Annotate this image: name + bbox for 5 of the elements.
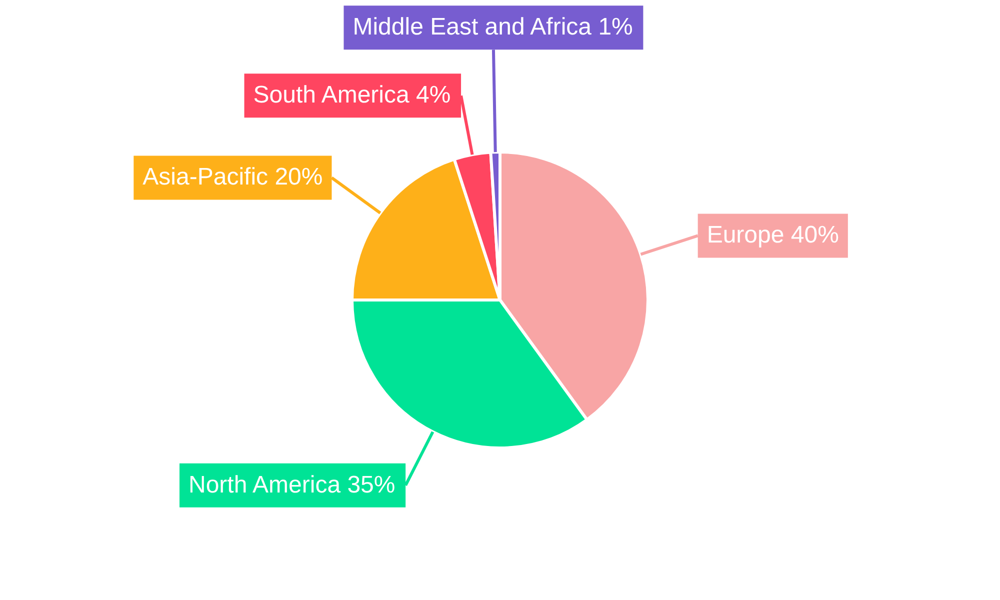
slice-label: South America 4%: [253, 82, 451, 109]
slice-label: Europe 40%: [706, 222, 839, 249]
slice-label: Asia-Pacific 20%: [142, 164, 323, 191]
slice-label: North America 35%: [188, 471, 396, 498]
slice-label: Middle East and Africa 1%: [352, 14, 633, 41]
